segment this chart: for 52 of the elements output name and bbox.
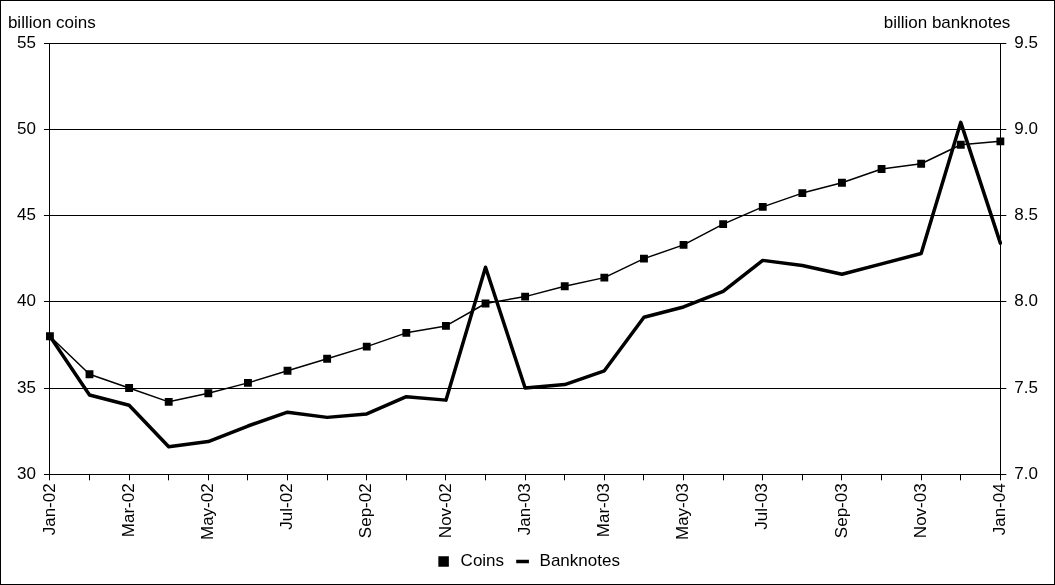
y-tick-label: 40	[16, 291, 36, 311]
x-tick-label: Jul-03	[752, 483, 772, 530]
x-tick-label: Sep-03	[831, 483, 851, 539]
point	[85, 370, 94, 379]
y-tick-label: 55	[16, 32, 36, 52]
point	[996, 137, 1005, 146]
point	[679, 240, 688, 249]
point	[521, 292, 530, 301]
point	[362, 342, 371, 351]
x-tick-label: Nov-03	[910, 483, 930, 539]
y2-tick-label: 8.0	[1014, 291, 1039, 311]
point	[283, 366, 292, 375]
x-tick-label: Jan-03	[514, 483, 534, 536]
legend-label: Coins	[460, 551, 505, 571]
point	[956, 140, 965, 149]
point	[323, 354, 332, 363]
x-tick-label: Jan-02	[39, 483, 59, 536]
point	[125, 384, 134, 392]
y-axis-title: billion coins	[7, 12, 96, 32]
point	[600, 273, 609, 282]
x-tick-label: May-02	[198, 483, 218, 540]
y2-tick-label: 8.5	[1014, 205, 1039, 225]
point	[798, 189, 807, 198]
x-tick-label: Nov-02	[435, 483, 455, 539]
x-tick-label: Sep-02	[356, 483, 376, 539]
point	[243, 378, 252, 387]
point	[164, 397, 173, 406]
point	[402, 328, 411, 337]
y-tick-label: 30	[16, 464, 36, 483]
point	[838, 178, 846, 187]
point	[917, 159, 926, 168]
point	[640, 254, 648, 263]
y2-tick-label: 9.0	[1014, 118, 1039, 138]
y2-axis-title: billion banknotes	[883, 12, 1011, 32]
legend-label: Banknotes	[539, 551, 620, 571]
y-tick-label: 35	[16, 377, 36, 397]
y2-tick-label: 7.5	[1014, 377, 1039, 397]
point	[204, 389, 213, 398]
x-tick-label: Mar-02	[118, 483, 138, 538]
x-tick-label: May-03	[673, 483, 693, 540]
point	[442, 322, 450, 330]
y-tick-label: 45	[16, 205, 36, 225]
x-tick-label: Mar-03	[594, 483, 614, 538]
y2-tick-label: 7.0	[1014, 464, 1039, 483]
point	[877, 165, 886, 173]
point	[560, 282, 569, 291]
x-tick-label: Jul-02	[277, 483, 297, 530]
x-tick-label: Jan-04	[990, 483, 1010, 536]
point	[719, 220, 728, 229]
y2-tick-label: 9.5	[1014, 32, 1039, 52]
y-tick-label: 50	[16, 118, 36, 138]
point	[758, 202, 767, 211]
